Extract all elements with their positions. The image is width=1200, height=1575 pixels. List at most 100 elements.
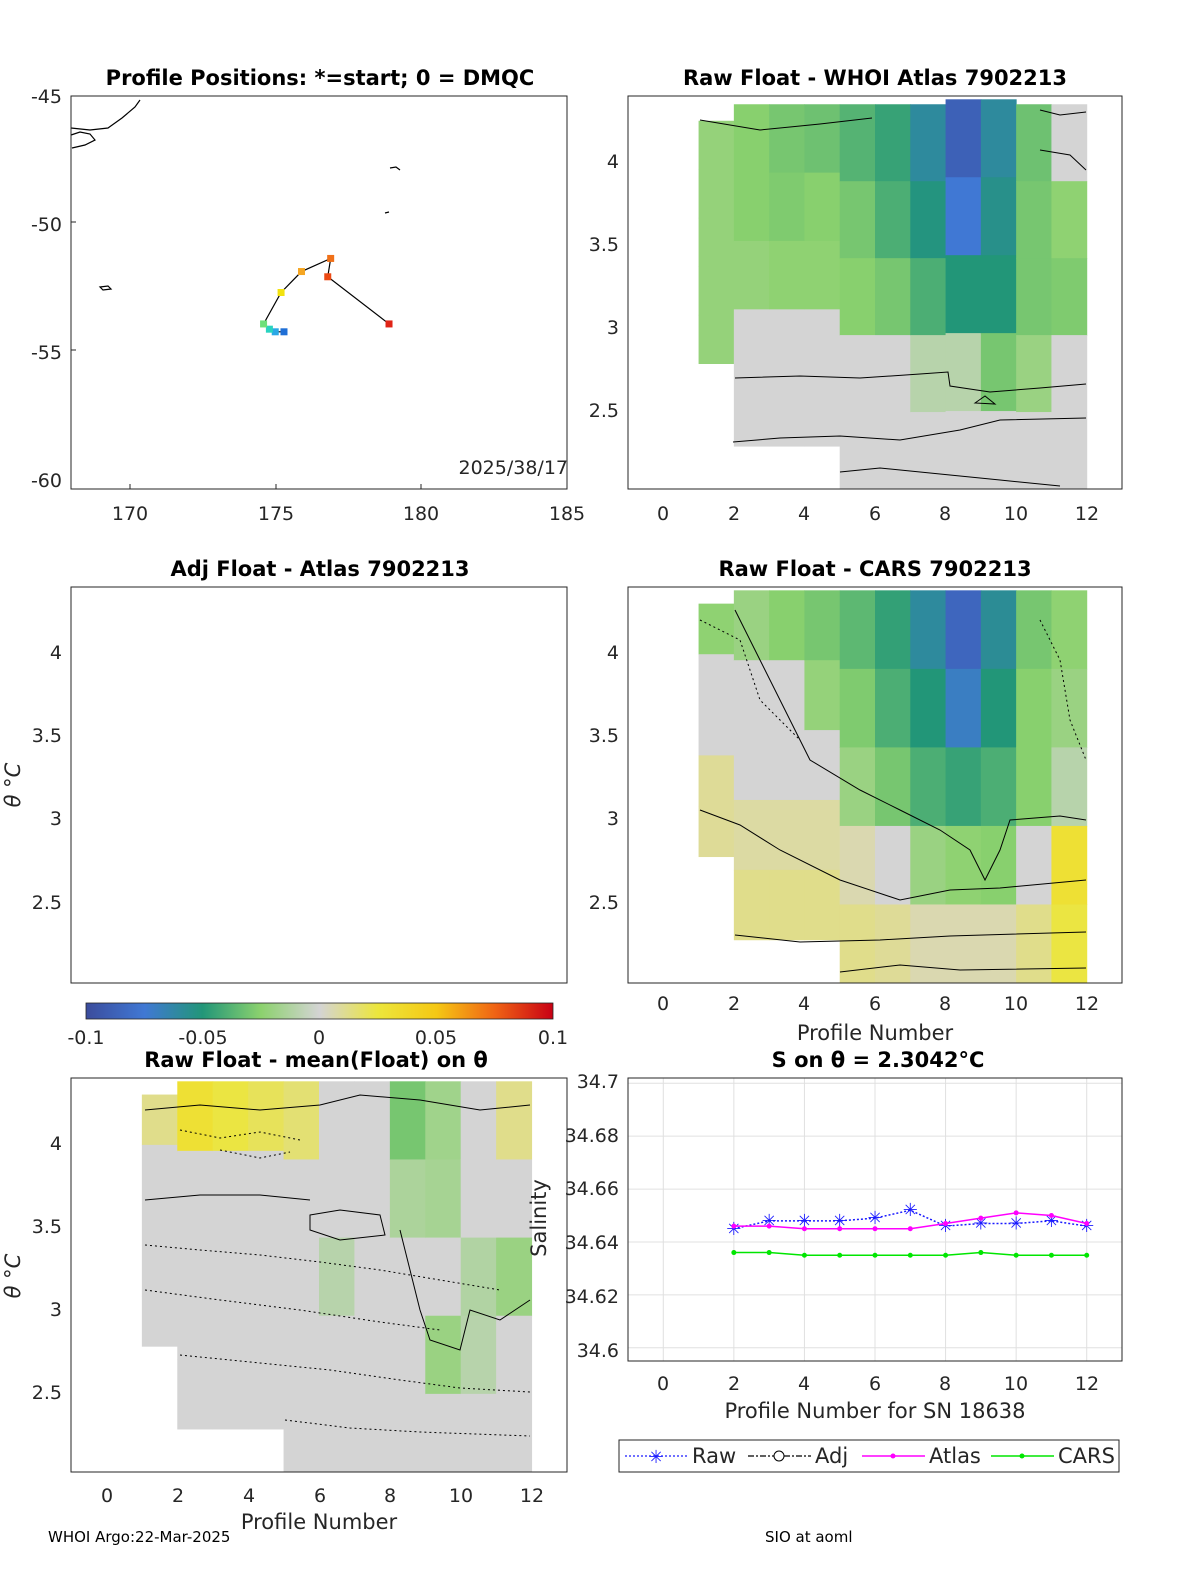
positions-ytick: -50: [31, 214, 62, 236]
positions-ytick: -55: [31, 342, 62, 364]
mean-cell: [319, 1081, 355, 1160]
cars-cell: [733, 590, 770, 661]
whoi-xtick: 8: [939, 503, 951, 525]
cars-xtick: 6: [869, 993, 881, 1015]
mean-cell: [389, 1159, 426, 1239]
whoi-cell: [804, 377, 841, 447]
whoi-cell: [875, 258, 911, 336]
series-point-raw: ✳: [1009, 1213, 1024, 1234]
positions-xticks: 170 175 180 185: [112, 503, 585, 525]
whoi-cell: [945, 177, 982, 256]
series-point-atlas: [872, 1226, 878, 1232]
mean-cell: [460, 1393, 497, 1473]
cars-cell: [733, 869, 770, 941]
positions-xtick: 170: [112, 503, 148, 525]
salinity-xticks: 0 2 4 6 8 10 12: [657, 1373, 1099, 1395]
track-point: [271, 328, 279, 336]
mean-xtick: 2: [172, 1485, 184, 1507]
mean-cell: [283, 1315, 320, 1395]
mean-xtick: 4: [243, 1485, 255, 1507]
cars-cell: [1051, 825, 1088, 905]
whoi-cell: [1016, 258, 1052, 336]
mean-xtick: 0: [101, 1485, 113, 1507]
mean-yticks: 2.5 3 3.5 4: [32, 1133, 62, 1404]
salinity-ytick: 34.7: [577, 1071, 619, 1093]
cars-cell: [804, 730, 841, 801]
mean-cell: [177, 1081, 214, 1152]
salinity-xtick: 6: [869, 1373, 881, 1395]
cars-cell: [698, 755, 735, 807]
whoi-cell: [733, 309, 770, 379]
mean-ytick: 3: [50, 1299, 62, 1321]
cars-contours: [699, 609, 1087, 973]
coastline: [70, 99, 401, 291]
cars-cell: [875, 747, 911, 827]
cars-cell: [733, 730, 770, 801]
cars-cell: [698, 603, 735, 655]
legend-raw-marker: ✳: [648, 1447, 663, 1468]
mean-xtick: 8: [384, 1485, 396, 1507]
positions-xtick: 175: [258, 503, 294, 525]
salinity-legend: ✳ Raw Adj Atlas CARS: [618, 1439, 1120, 1473]
cars-cell: [910, 747, 947, 827]
salinity-xtick: 2: [728, 1373, 740, 1395]
series-point-cars: [872, 1252, 878, 1258]
cars-cell: [945, 825, 982, 905]
legend-atlas-marker: [890, 1453, 896, 1459]
colorbar-tick: -0.1: [67, 1027, 104, 1049]
positions-title: Profile Positions: *=start; 0 = DMQC: [106, 66, 535, 90]
series-point-cars: [731, 1250, 737, 1256]
cars-cell: [1016, 747, 1052, 827]
legend-cars-marker: [1019, 1453, 1025, 1459]
legend-adj-label: Adj: [815, 1444, 848, 1468]
mean-cell: [177, 1220, 214, 1291]
whoi-ytick: 3: [607, 317, 619, 339]
cars-xtick: 12: [1075, 993, 1099, 1015]
mean-cell: [319, 1315, 355, 1395]
mean-cell: [212, 1289, 249, 1360]
whoi-cell: [769, 309, 805, 379]
cars-title: Raw Float - CARS 7902213: [718, 557, 1031, 581]
cars-cell: [980, 590, 1017, 670]
whoi-cell: [733, 172, 770, 242]
whoi-cell: [1051, 335, 1088, 413]
mean-xlabel: Profile Number: [241, 1510, 398, 1534]
cars-cell: [980, 747, 1017, 827]
mean-cell: [496, 1315, 533, 1395]
adj-ytick: 3: [50, 808, 62, 830]
salinity-panel: S on θ = 2.3042°C ✳ ✳ ✳ ✳ ✳ ✳✳ ✳ ✳ ✳ ✳ 0 2 4 6 8 …: [527, 1048, 1123, 1473]
positions-annotation: 2025/38/17: [458, 457, 568, 479]
mean-cell: [248, 1150, 285, 1221]
salinity-ytick: 34.66: [565, 1178, 619, 1200]
cars-cell: [875, 904, 911, 984]
cars-cell: [1051, 747, 1088, 827]
cars-cell: [698, 805, 735, 858]
series-point-atlas: [943, 1220, 949, 1226]
mean-cell: [425, 1081, 462, 1160]
cars-cell: [698, 704, 735, 756]
cars-cell: [804, 660, 841, 731]
mean-cell: [354, 1081, 391, 1160]
track-point: [277, 289, 285, 296]
cars-cell: [875, 590, 911, 670]
whoi-cell: [839, 335, 876, 413]
salinity-ylabel: Salinity: [527, 1179, 551, 1257]
track-point: [265, 325, 273, 333]
cars-cell: [910, 904, 947, 984]
footer-left: WHOI Argo:22-Mar-2025: [48, 1528, 231, 1546]
whoi-cell: [839, 104, 876, 182]
series-point-cars: [766, 1250, 772, 1256]
salinity-series: ✳ ✳ ✳ ✳ ✳ ✳✳ ✳ ✳ ✳ ✳: [726, 1200, 1094, 1258]
mean-cell: [141, 1195, 178, 1247]
cars-ytick: 3: [607, 808, 619, 830]
salinity-ytick: 34.68: [565, 1125, 619, 1147]
series-point-raw: ✳: [867, 1208, 882, 1229]
whoi-cell: [698, 314, 735, 365]
mean-cell: [319, 1393, 355, 1473]
cars-cell: [1051, 904, 1088, 984]
whoi-xticks: 0 2 4 6 8 10 12: [657, 503, 1099, 525]
whoi-cell: [1016, 335, 1052, 413]
mean-cell: [212, 1150, 249, 1221]
whoi-cell: [945, 99, 982, 178]
legend-atlas-label: Atlas: [929, 1444, 981, 1468]
